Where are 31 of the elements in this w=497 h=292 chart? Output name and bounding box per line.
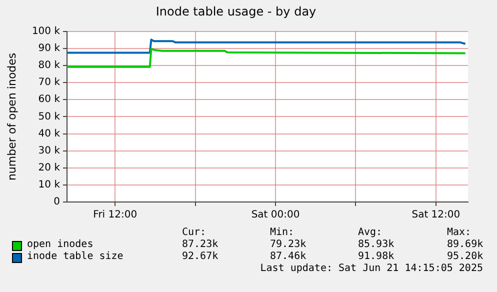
y-tick-label: 10 k	[38, 180, 60, 191]
text: 92.67k	[182, 251, 218, 262]
text: Last update: Sat Jun 21 14:15:05 2025	[260, 263, 483, 274]
y-axis-title: number of open inodes	[5, 52, 18, 181]
text: Min:	[270, 227, 294, 238]
text: 79.23k	[270, 239, 306, 250]
text: 87.23k	[182, 239, 218, 250]
y-tick-label: 50 k	[38, 111, 60, 122]
legend-label: open inodes	[27, 239, 94, 250]
x-tick-label: Sat 12:00	[412, 210, 460, 221]
text: 95.20k	[447, 251, 484, 262]
y-tick-label: 20 k	[38, 162, 60, 174]
y-tick-label: 70 k	[38, 77, 60, 88]
y-tick-label: 60 k	[38, 94, 60, 106]
text: 87.46k	[270, 251, 306, 262]
y-tick-label: 80 k	[38, 60, 60, 72]
text: Max:	[447, 227, 472, 238]
y-tick-label: 40 k	[38, 128, 60, 140]
text: 89.69k	[447, 239, 484, 250]
y-tick-label: 0	[54, 196, 60, 208]
text: Cur:	[182, 227, 206, 238]
legend-label: inode table size	[27, 251, 124, 262]
y-tick-label: 90 k	[38, 43, 60, 54]
text: Avg:	[358, 227, 382, 238]
y-tick-label: 100 k	[32, 26, 60, 37]
chart-title: Inode table usage - by day	[156, 4, 316, 18]
x-tick-label: Sat 00:00	[251, 210, 300, 221]
text: 91.98k	[358, 251, 394, 262]
y-tick-label: 30 k	[38, 145, 60, 156]
text: 85.93k	[358, 239, 394, 250]
x-tick-label: Fri 12:00	[93, 210, 138, 221]
